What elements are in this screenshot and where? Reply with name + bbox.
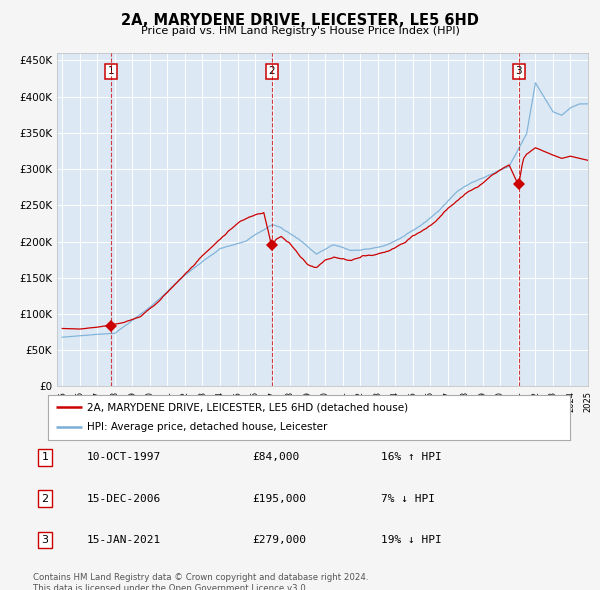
Text: £195,000: £195,000 [252,494,306,503]
Text: 15-DEC-2006: 15-DEC-2006 [87,494,161,503]
Text: 2A, MARYDENE DRIVE, LEICESTER, LE5 6HD (detached house): 2A, MARYDENE DRIVE, LEICESTER, LE5 6HD (… [87,402,408,412]
Text: 19% ↓ HPI: 19% ↓ HPI [381,535,442,545]
Text: 16% ↑ HPI: 16% ↑ HPI [381,453,442,462]
Text: 1: 1 [107,66,114,76]
Text: 2: 2 [41,494,49,503]
Text: 7% ↓ HPI: 7% ↓ HPI [381,494,435,503]
Text: 2A, MARYDENE DRIVE, LEICESTER, LE5 6HD: 2A, MARYDENE DRIVE, LEICESTER, LE5 6HD [121,13,479,28]
Text: £279,000: £279,000 [252,535,306,545]
Text: 3: 3 [515,66,522,76]
Text: HPI: Average price, detached house, Leicester: HPI: Average price, detached house, Leic… [87,422,328,432]
Text: 1: 1 [41,453,49,462]
Text: 2: 2 [269,66,275,76]
Text: Price paid vs. HM Land Registry's House Price Index (HPI): Price paid vs. HM Land Registry's House … [140,26,460,35]
Text: 3: 3 [41,535,49,545]
Text: Contains HM Land Registry data © Crown copyright and database right 2024.
This d: Contains HM Land Registry data © Crown c… [33,573,368,590]
Text: 10-OCT-1997: 10-OCT-1997 [87,453,161,462]
Text: £84,000: £84,000 [252,453,299,462]
Text: 15-JAN-2021: 15-JAN-2021 [87,535,161,545]
